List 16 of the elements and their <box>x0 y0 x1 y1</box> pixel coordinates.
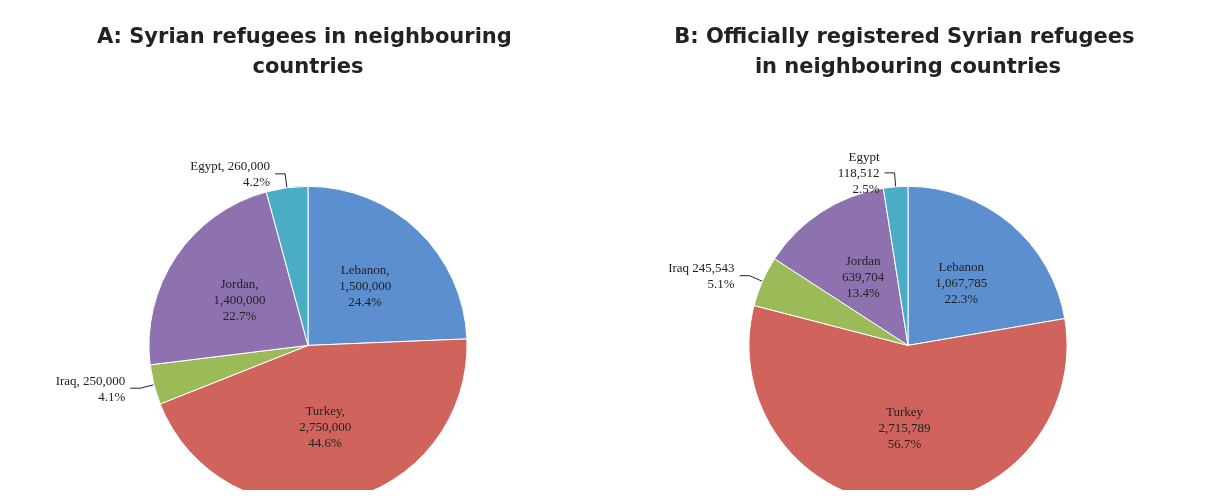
chart-title: B: Officially registered Syrian refugees in neighbouring countries <box>674 24 1142 78</box>
data-label: 1,067,785 22.3% <box>935 274 988 306</box>
slice-label: Lebanon, 1,500,000 24.4% <box>339 262 392 310</box>
slice-label: Turkey <box>885 404 924 420</box>
slice-label: Iraq 245,543 5.1% <box>668 260 735 292</box>
slice-label: Lebanon <box>938 258 985 274</box>
slice-label: Jordan, 1,400,000 22.7% <box>213 275 266 323</box>
data-label: 639,704 13.4% <box>841 268 885 300</box>
slice-label: Iraq, 250,000 4.1% <box>55 372 126 404</box>
slice-label: Turkey, 2,750,000 44.6% <box>299 402 352 450</box>
data-label: 2,715,789 56.7% <box>878 420 931 452</box>
slice-label: Egypt, 260,000 4.2% <box>190 158 271 190</box>
chart-title: A: Syrian refugees in neighbouring countries <box>96 24 520 78</box>
data-label: 118,512 2.5% <box>837 165 880 197</box>
slice-label: Egypt <box>848 149 880 165</box>
slice-label: Jordan <box>845 252 881 268</box>
